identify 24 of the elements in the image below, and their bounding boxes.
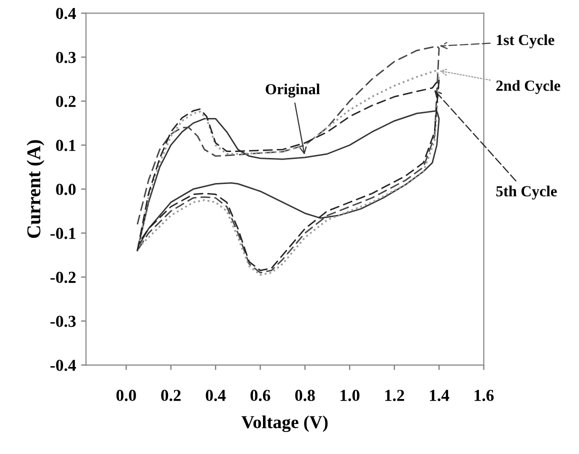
text: 5th Cycle xyxy=(496,186,557,200)
x-tick-label: 0.8 xyxy=(295,390,315,402)
x-tick-label: 0.6 xyxy=(250,390,270,402)
x-tick-label: 1.6 xyxy=(474,390,494,402)
x-tick-label: 0.4 xyxy=(206,390,226,402)
y-tick-label: -0.4 xyxy=(50,360,76,372)
x-tick-label: 1.2 xyxy=(385,390,404,402)
legend-label: 1st Cycle xyxy=(496,34,554,48)
x-axis-title: Voltage (V) xyxy=(242,416,328,432)
x-tick-label: 0.2 xyxy=(161,390,181,402)
text: 2nd Cycle xyxy=(496,80,560,94)
y-tick-label: -0.2 xyxy=(50,272,76,284)
x-tick-label: 1.4 xyxy=(430,390,450,402)
y-tick-label: 0.2 xyxy=(56,96,76,108)
y-tick-label: 0.3 xyxy=(56,52,76,64)
x-tick-label: 1.0 xyxy=(340,390,360,402)
x-tick-label: 0.0 xyxy=(116,390,136,402)
y-tick-label: -0.1 xyxy=(50,228,76,240)
y-tick-label: 0.1 xyxy=(56,140,76,152)
y-axis-title: Current (A) xyxy=(26,140,44,238)
y-tick-label: 0.4 xyxy=(56,8,76,20)
y-tick-label: -0.3 xyxy=(50,316,76,328)
y-tick-label: 0.0 xyxy=(56,184,76,196)
text: Original xyxy=(266,84,320,98)
